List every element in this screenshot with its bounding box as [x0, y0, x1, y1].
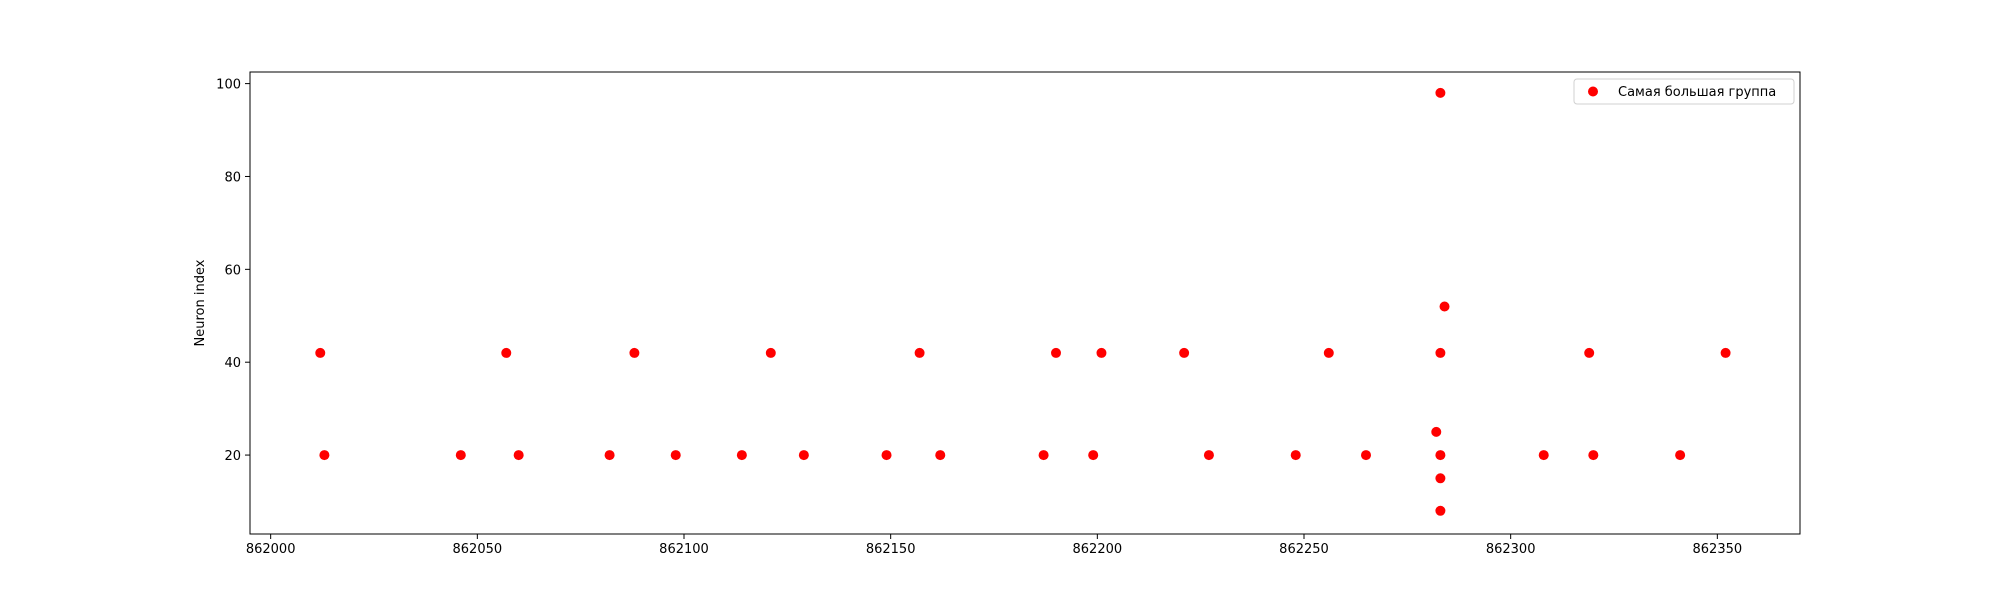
data-point	[1088, 450, 1099, 461]
x-axis: 862000 862050 862100 862150 862200 862250 8623…	[246, 534, 1742, 557]
plot-frame	[249, 71, 1801, 535]
legend-label: Самая большая группа	[1618, 85, 1776, 100]
data-point	[670, 450, 681, 461]
legend-marker	[1588, 86, 1598, 97]
y-tick-label: 100	[216, 78, 241, 93]
data-point	[736, 450, 747, 461]
data-point	[1435, 473, 1446, 484]
y-tick-label: 60	[224, 263, 241, 278]
y-tick-label: 20	[224, 449, 241, 464]
data-point	[1038, 450, 1049, 461]
y-tick-label: 40	[224, 356, 241, 371]
data-point	[1290, 450, 1301, 461]
data-point	[765, 347, 776, 358]
data-point	[501, 347, 512, 358]
y-axis: 20 40 60 80 100	[216, 78, 250, 464]
data-point	[881, 450, 892, 461]
data-point	[1431, 426, 1442, 437]
data-point	[798, 450, 809, 461]
data-point	[455, 450, 466, 461]
data-point	[935, 450, 946, 461]
data-point	[1584, 347, 1595, 358]
data-point	[1435, 87, 1446, 98]
y-tick-label: 80	[224, 170, 241, 185]
data-point	[1179, 347, 1190, 358]
data-point	[1675, 450, 1686, 461]
data-point	[315, 347, 326, 358]
data-point	[1435, 450, 1446, 461]
x-tick-label: 862000	[246, 542, 296, 557]
data-point	[604, 450, 615, 461]
data-point	[1096, 347, 1107, 358]
data-point	[629, 347, 640, 358]
x-tick-label: 862100	[659, 542, 709, 557]
marks-layer	[315, 87, 1731, 516]
data-point	[319, 450, 330, 461]
x-tick-label: 862350	[1693, 542, 1743, 557]
legend: Самая большая группа	[1573, 78, 1795, 105]
x-tick-label: 862250	[1279, 542, 1329, 557]
legend-frame	[1573, 78, 1795, 105]
y-axis-title: Neuron index	[193, 259, 208, 346]
data-point	[1538, 450, 1549, 461]
x-tick-label: 862300	[1486, 542, 1536, 557]
data-point	[914, 347, 925, 358]
data-point	[1435, 505, 1446, 516]
data-point	[1323, 347, 1334, 358]
x-tick-label: 862200	[1073, 542, 1123, 557]
data-point	[1588, 450, 1599, 461]
data-point	[1435, 347, 1446, 358]
x-tick-label: 862150	[866, 542, 916, 557]
data-point	[1051, 347, 1061, 358]
x-tick-label: 862050	[453, 542, 503, 557]
data-point	[1203, 450, 1214, 461]
data-point	[513, 450, 524, 461]
data-point	[1361, 450, 1371, 461]
data-point	[1720, 347, 1731, 358]
data-point	[1439, 301, 1450, 312]
